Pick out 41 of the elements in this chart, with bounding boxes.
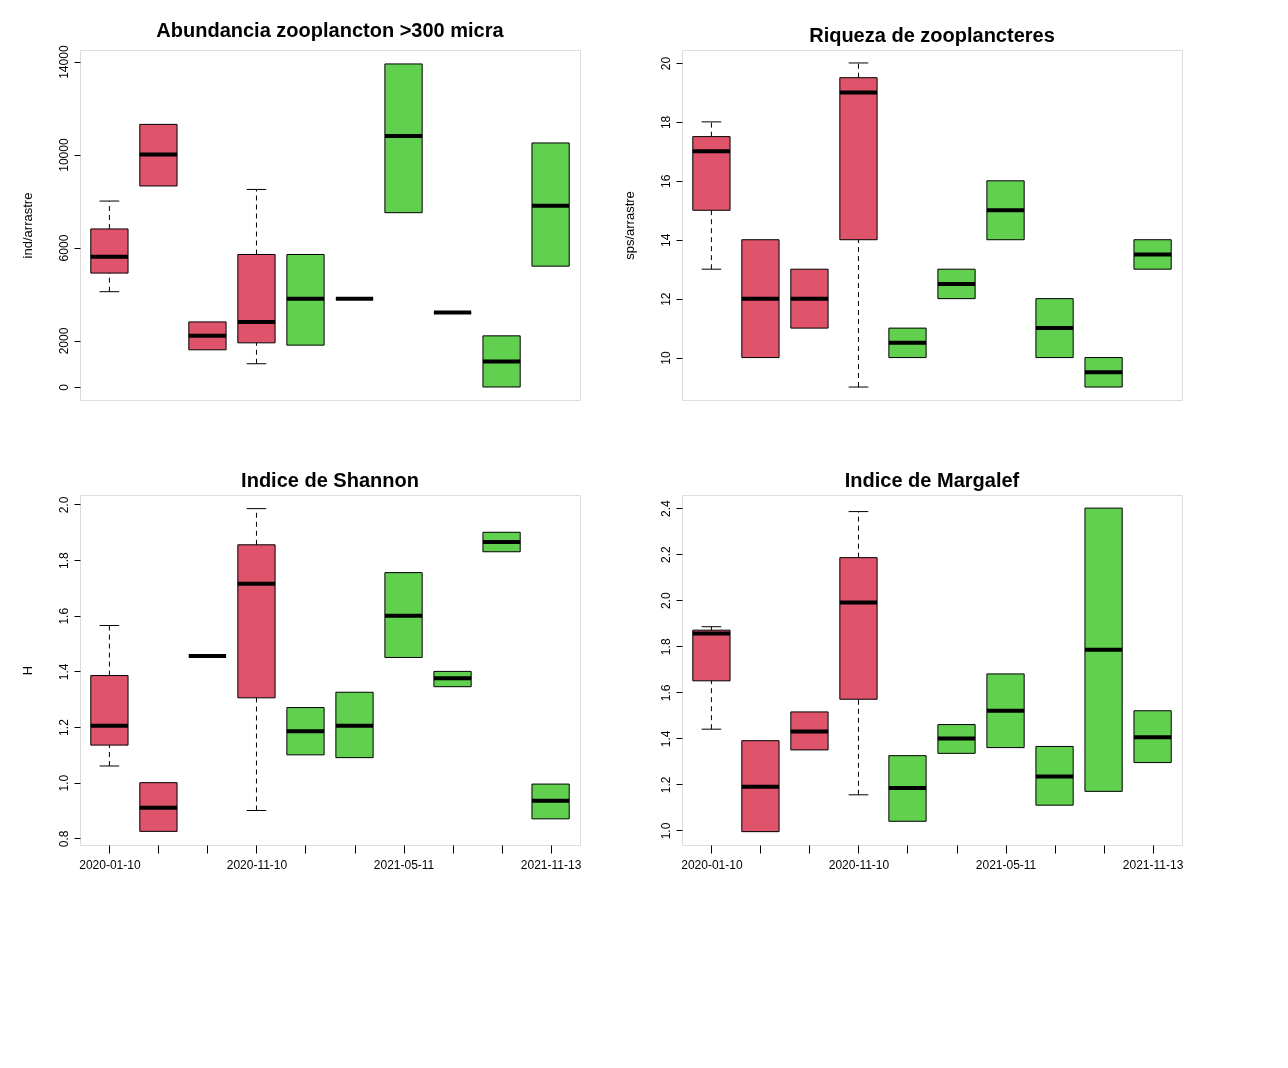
y-tick-label: 2.4 xyxy=(658,499,673,517)
x-tick-label: 2021-05-11 xyxy=(975,857,1037,872)
y-tick-label: 2000 xyxy=(56,327,71,355)
y-tick-label: 1.2 xyxy=(56,718,71,736)
x-tick-label: 2020-11-10 xyxy=(226,857,288,872)
y-axis-title: sps/arrastre xyxy=(621,191,637,260)
y-tick-label: 1.6 xyxy=(56,607,71,625)
chart-title: Indice de Margalef xyxy=(844,469,1020,491)
y-axis-title: ind/arrastre xyxy=(19,192,35,259)
y-tick-label: 2.2 xyxy=(658,546,673,564)
y-tick-label: 2.0 xyxy=(56,496,71,514)
y-tick-label: 1.2 xyxy=(658,776,673,794)
y-tick-label: 14000 xyxy=(56,45,71,79)
x-tick-label: 2020-11-10 xyxy=(828,857,890,872)
chart-title: Riqueza de zooplancteres xyxy=(809,24,1055,46)
x-tick-label: 2021-05-11 xyxy=(373,857,435,872)
y-tick-label: 0.8 xyxy=(56,830,71,848)
x-tick-label: 2021-11-13 xyxy=(1122,857,1184,872)
y-tick-label: 16 xyxy=(658,174,673,188)
y-tick-label: 10000 xyxy=(56,138,71,172)
x-tick-label: 2020-01-10 xyxy=(79,857,141,872)
x-tick-label: 2020-01-10 xyxy=(681,857,743,872)
y-tick-label: 1.0 xyxy=(56,774,71,792)
y-tick-label: 1.6 xyxy=(658,684,673,702)
y-tick-label: 12 xyxy=(658,292,673,306)
y-tick-label: 6000 xyxy=(56,234,71,262)
y-tick-label: 14 xyxy=(658,233,673,247)
y-axis-title: H xyxy=(19,665,35,676)
y-tick-label: 1.4 xyxy=(658,730,673,748)
y-tick-label: 1.0 xyxy=(658,822,673,840)
chart-title: Indice de Shannon xyxy=(241,469,419,491)
y-tick-label: 1.4 xyxy=(56,663,71,681)
chart-title: Abundancia zooplancton >300 micra xyxy=(156,18,505,41)
x-tick-label: 2021-11-13 xyxy=(520,857,582,872)
y-tick-label: 10 xyxy=(658,351,673,365)
y-tick-label: 18 xyxy=(658,115,673,130)
y-tick-label: 1.8 xyxy=(56,551,71,569)
y-tick-label: 0 xyxy=(56,383,71,391)
y-tick-label: 2.0 xyxy=(658,592,673,610)
y-tick-label: 1.8 xyxy=(658,638,673,656)
y-tick-label: 20 xyxy=(658,56,673,71)
